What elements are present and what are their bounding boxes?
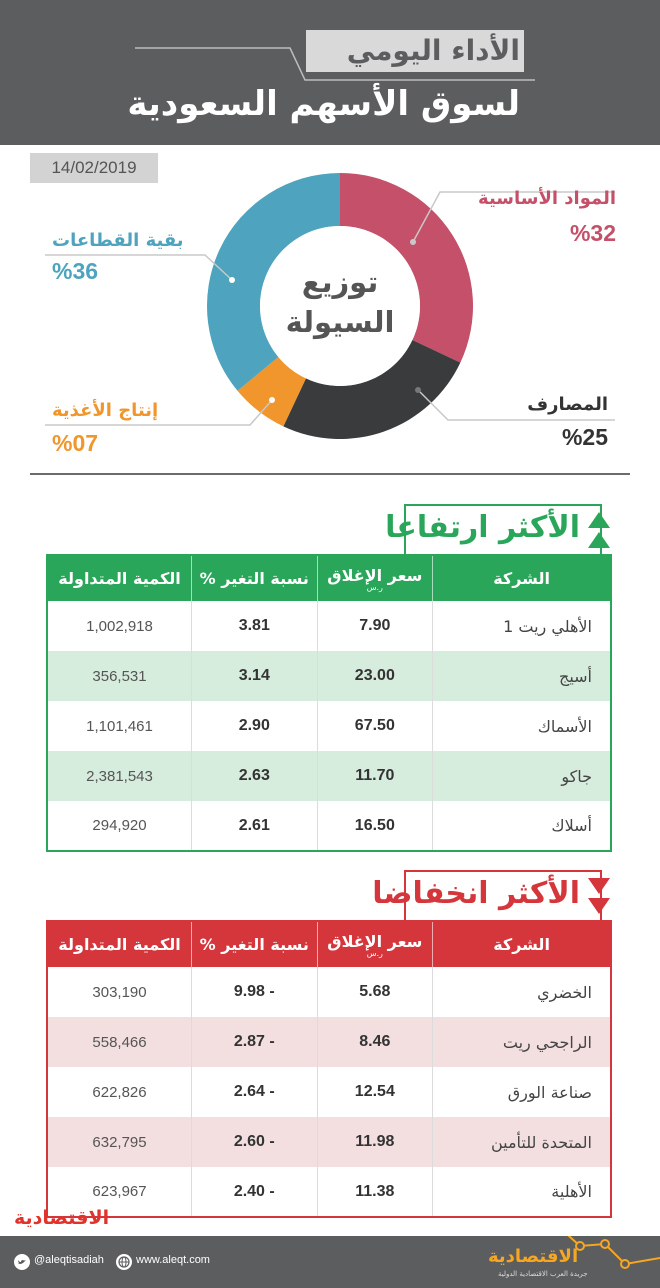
cell-volume: 632,795 xyxy=(47,1117,193,1167)
cell-volume: 1,002,918 xyxy=(47,601,193,651)
segment-label-basic-materials: المواد الأساسية xyxy=(478,188,616,209)
cell-close: 11.98 xyxy=(317,1117,434,1167)
cell-close: 67.50 xyxy=(317,701,434,751)
donut-segment-banks xyxy=(283,340,461,439)
col-volume: الكمية المتداولة xyxy=(47,555,193,601)
segment-label-banks: المصارف xyxy=(527,394,608,415)
segment-pct-banks: %25 xyxy=(561,424,608,450)
cell-company: الخضري xyxy=(432,967,612,1017)
cell-change: 2.63 xyxy=(191,751,318,801)
globe-icon xyxy=(116,1254,132,1270)
cell-close: 12.54 xyxy=(317,1067,434,1117)
brand-logo-footer: الاقتصادية xyxy=(488,1246,579,1267)
losers-table: الكمية المتداولة نسبة التغير % سعر الإغل… xyxy=(46,920,612,1218)
cell-close: 23.00 xyxy=(317,651,434,701)
brand-logo-top: الاقتصادية xyxy=(14,1207,110,1229)
col-change: نسبة التغير % xyxy=(191,555,318,601)
date-badge: 14/02/2019 xyxy=(30,153,158,183)
segment-label-other: بقية القطاعات xyxy=(52,230,184,251)
col-change: نسبة التغير % xyxy=(191,921,318,967)
gainers-header: الأكثر ارتفاعا xyxy=(385,504,602,554)
liquidity-donut-chart: توزيع السيولة xyxy=(45,173,615,439)
twitter-icon xyxy=(14,1254,30,1270)
cell-change: 2.87 - xyxy=(191,1017,318,1067)
donut-segment-basic-materials xyxy=(340,173,473,363)
gainers-title: الأكثر ارتفاعا xyxy=(385,510,580,545)
cell-change: 2.40 - xyxy=(191,1167,318,1217)
table-row: 623,967 2.40 -11.38 الأهلية xyxy=(47,1167,612,1217)
triangle-up-icon xyxy=(588,512,610,548)
header-title: لسوق الأسهم السعودية xyxy=(127,84,520,124)
cell-company: الأهلية xyxy=(432,1167,612,1217)
cell-change: 9.98 - xyxy=(191,967,318,1017)
liquidity-donut-section: توزيع السيولة المواد الأساسية %32 المصار… xyxy=(0,150,660,470)
cell-change: 2.61 xyxy=(191,801,318,851)
cell-company: جاكو xyxy=(432,751,612,801)
page-header: الأداء اليومي لسوق الأسهم السعودية xyxy=(0,0,660,145)
triangle-down-icon xyxy=(588,878,610,914)
footer-trend-decor xyxy=(567,1236,660,1269)
cell-change: 2.60 - xyxy=(191,1117,318,1167)
segment-pct-other: %36 xyxy=(52,258,99,284)
donut-center-line2: السيولة xyxy=(286,305,395,339)
losers-header: الأكثر انخفاضا xyxy=(372,870,602,920)
cell-company: صناعة الورق xyxy=(432,1067,612,1117)
cell-close: 11.70 xyxy=(317,751,434,801)
cell-change: 3.81 xyxy=(191,601,318,651)
cell-company: أسلاك xyxy=(432,801,612,851)
cell-volume: 294,920 xyxy=(47,801,193,851)
table-row: 294,920 2.61 16.50 أسلاك xyxy=(47,801,612,851)
cell-company: الراجحي ريت xyxy=(432,1017,612,1067)
table-row: 1,002,918 3.81 7.90 الأهلي ريت 1 xyxy=(47,601,612,651)
cell-change: 3.14 xyxy=(191,651,318,701)
table-row: 2,381,543 2.63 11.70 جاكو xyxy=(47,751,612,801)
col-volume: الكمية المتداولة xyxy=(47,921,193,967)
cell-volume: 623,967 xyxy=(47,1167,193,1217)
cell-company: أسيج xyxy=(432,651,612,701)
cell-close: 11.38 xyxy=(317,1167,434,1217)
cell-company: المتحدة للتأمين xyxy=(432,1117,612,1167)
donut-segment-other xyxy=(207,173,340,391)
table-row: 622,826 2.64 -12.54 صناعة الورق xyxy=(47,1067,612,1117)
donut-segment-food xyxy=(237,356,306,427)
header-subtitle-box xyxy=(306,30,524,72)
segment-label-food: إنتاج الأغذية xyxy=(52,400,159,421)
col-close: سعر الإغلاق ر.س xyxy=(317,921,434,967)
segment-pct-basic-materials: %32 xyxy=(569,220,616,246)
gainers-table: الكمية المتداولة نسبة التغير % سعر الإغل… xyxy=(46,554,612,852)
twitter-handle-link[interactable]: @aleqtisadiah xyxy=(34,1254,104,1266)
cell-close: 5.68 xyxy=(317,967,434,1017)
header-subtitle: الأداء اليومي xyxy=(346,34,520,67)
cell-volume: 622,826 xyxy=(47,1067,193,1117)
cell-change: 2.90 xyxy=(191,701,318,751)
header-decor-lines xyxy=(135,47,535,81)
cell-company: الأسماك xyxy=(432,701,612,751)
donut-center-line1: توزيع xyxy=(302,265,378,299)
cell-close: 7.90 xyxy=(317,601,434,651)
brand-tagline: جريدة العرب الاقتصادية الدولية xyxy=(498,1270,588,1278)
page-footer: @aleqtisadiah www.aleqt.com xyxy=(0,1236,660,1288)
table-row: 558,466 2.87 -8.46 الراجحي ريت xyxy=(47,1017,612,1067)
cell-change: 2.64 - xyxy=(191,1067,318,1117)
cell-volume: 2,381,543 xyxy=(47,751,193,801)
website-link[interactable]: www.aleqt.com xyxy=(136,1254,210,1266)
table-row: 632,795 2.60 -11.98 المتحدة للتأمين xyxy=(47,1117,612,1167)
col-company: الشركة xyxy=(493,569,550,588)
table-row: 1,101,461 2.90 67.50 الأسماك xyxy=(47,701,612,751)
cell-volume: 356,531 xyxy=(47,651,193,701)
col-company: الشركة xyxy=(493,935,550,954)
table-row: 303,190 9.98 -5.68 الخضري xyxy=(47,967,612,1017)
cell-volume: 303,190 xyxy=(47,967,193,1017)
cell-close: 8.46 xyxy=(317,1017,434,1067)
losers-title: الأكثر انخفاضا xyxy=(372,876,580,911)
table-row: 356,531 3.14 23.00 أسيج xyxy=(47,651,612,701)
section-divider xyxy=(30,473,630,475)
cell-company: الأهلي ريت 1 xyxy=(432,601,612,651)
cell-volume: 558,466 xyxy=(47,1017,193,1067)
segment-pct-food: %07 xyxy=(52,430,99,456)
cell-volume: 1,101,461 xyxy=(47,701,193,751)
col-close: سعر الإغلاق ر.س xyxy=(317,555,434,601)
cell-close: 16.50 xyxy=(317,801,434,851)
